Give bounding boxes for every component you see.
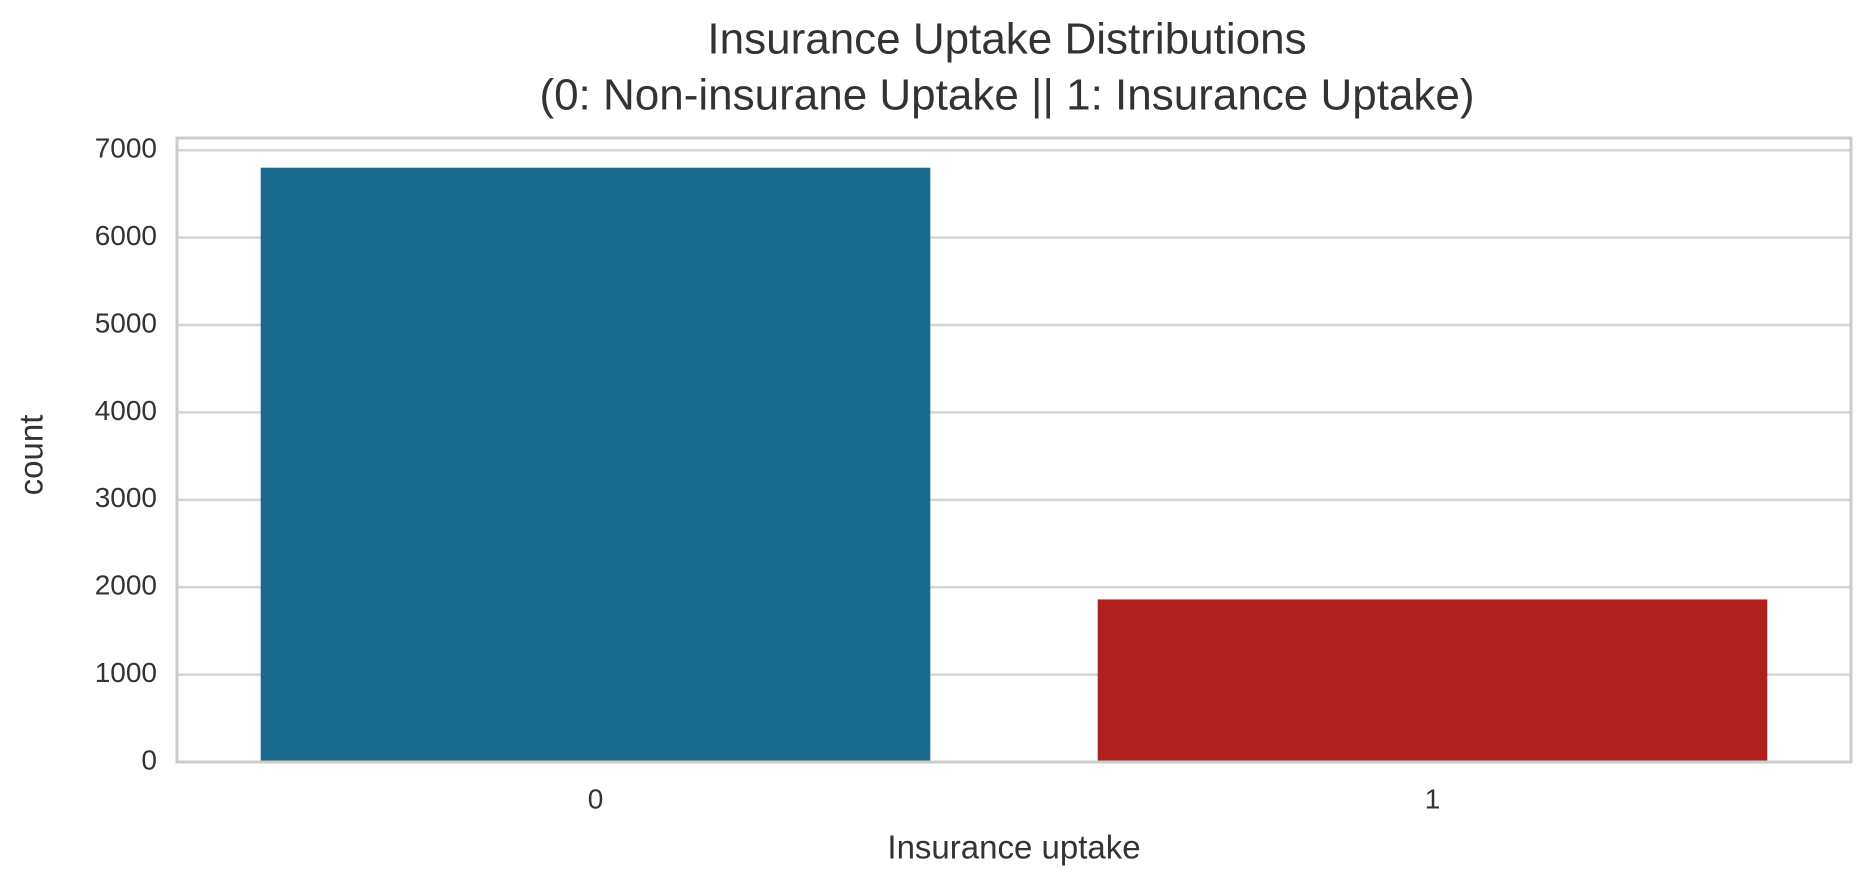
bar: [1097, 599, 1768, 762]
y-tick-label: 3000: [95, 482, 157, 513]
y-tick-label: 1000: [95, 657, 157, 688]
y-tick-label: 7000: [95, 133, 157, 164]
y-tick-label: 0: [141, 744, 157, 775]
bar: [260, 167, 931, 762]
y-axis-label: count: [13, 415, 50, 496]
chart-title: Insurance Uptake Distributions: [707, 15, 1306, 64]
x-axis-label: Insurance uptake: [887, 829, 1140, 866]
plot-frame: [175, 136, 1853, 764]
y-tick-label: 5000: [95, 307, 157, 338]
y-tick-label: 2000: [95, 570, 157, 601]
y-tick-label: 4000: [95, 395, 157, 426]
x-tick-label: 0: [588, 783, 604, 814]
x-tick-label: 1: [1425, 783, 1441, 814]
chart-subtitle: (0: Non-insurane Uptake || 1: Insurance …: [539, 71, 1474, 120]
y-tick-label: 6000: [95, 220, 157, 251]
